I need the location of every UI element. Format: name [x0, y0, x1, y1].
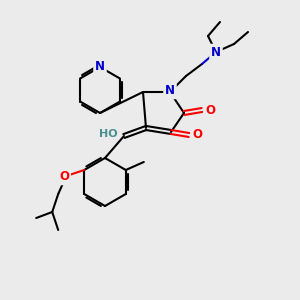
- Text: N: N: [211, 46, 221, 59]
- Text: O: O: [59, 170, 69, 184]
- Text: N: N: [95, 61, 105, 74]
- Text: O: O: [205, 103, 215, 116]
- Text: O: O: [192, 128, 202, 142]
- Text: N: N: [165, 85, 175, 98]
- Text: HO: HO: [99, 129, 117, 139]
